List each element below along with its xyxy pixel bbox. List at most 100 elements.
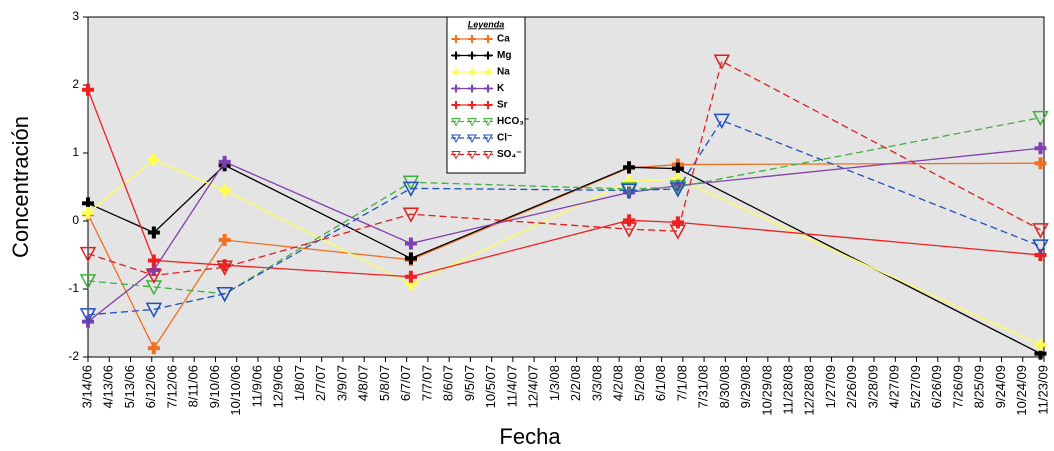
marker bbox=[147, 226, 160, 239]
legend-marker bbox=[468, 68, 476, 76]
legend-marker bbox=[483, 151, 493, 160]
marker bbox=[404, 270, 417, 283]
x-tick-label: 7/1/08 bbox=[674, 365, 689, 401]
x-tick-label: 7/7/07 bbox=[419, 365, 434, 401]
marker bbox=[402, 181, 420, 197]
marker bbox=[1032, 223, 1049, 239]
legend-label: HCO₃⁻ bbox=[497, 116, 529, 127]
marker bbox=[218, 184, 231, 197]
marker bbox=[216, 287, 233, 303]
legend-marker bbox=[467, 118, 477, 127]
marker bbox=[1034, 249, 1047, 261]
marker bbox=[218, 234, 231, 247]
marker bbox=[671, 216, 684, 229]
legend-label: Mg bbox=[497, 50, 511, 61]
y-tick-label: -1 bbox=[68, 281, 79, 295]
marker bbox=[79, 246, 97, 263]
marker bbox=[147, 342, 160, 355]
x-tick-label: 12/9/06 bbox=[271, 365, 286, 408]
legend-marker bbox=[484, 51, 492, 60]
legend-box bbox=[446, 16, 526, 174]
legend-marker bbox=[452, 68, 460, 76]
x-tick-label: 9/10/06 bbox=[207, 365, 222, 408]
x-tick-label: 10/29/08 bbox=[759, 365, 774, 416]
x-tick-label: 9/5/07 bbox=[462, 365, 477, 401]
x-tick-label: 3/3/08 bbox=[589, 365, 604, 401]
x-tick-label: 4/2/08 bbox=[611, 365, 626, 401]
x-tick-label: 6/12/06 bbox=[143, 365, 158, 408]
legend-marker bbox=[484, 84, 492, 93]
marker bbox=[147, 153, 160, 166]
x-tick-label: 10/10/06 bbox=[228, 365, 243, 416]
x-tick-label: 7/12/06 bbox=[164, 365, 179, 408]
legend-marker bbox=[483, 118, 493, 127]
x-tick-label: 3/28/09 bbox=[865, 365, 880, 408]
marker bbox=[1034, 157, 1047, 170]
marker bbox=[1034, 338, 1047, 351]
marker bbox=[82, 83, 94, 96]
x-tick-label: 11/28/08 bbox=[781, 365, 796, 415]
x-tick-label: 8/11/06 bbox=[186, 365, 201, 407]
marker bbox=[145, 302, 163, 318]
marker bbox=[1032, 110, 1049, 127]
x-tick-label: 4/8/07 bbox=[356, 365, 371, 401]
marker bbox=[620, 222, 638, 238]
y-tick-label: 3 bbox=[72, 9, 79, 23]
x-tick-label: 8/25/09 bbox=[972, 365, 987, 408]
marker bbox=[623, 161, 636, 174]
legend-marker bbox=[468, 35, 476, 43]
x-tick-label: 2/2/08 bbox=[568, 365, 583, 401]
x-tick-label: 8/30/08 bbox=[717, 365, 732, 408]
y-tick-label: -2 bbox=[68, 349, 79, 363]
legend-marker bbox=[452, 35, 460, 43]
x-tick-label: 10/24/09 bbox=[1014, 365, 1029, 416]
x-tick-label: 2/7/07 bbox=[313, 365, 328, 401]
marker bbox=[669, 182, 687, 198]
marker bbox=[623, 214, 636, 227]
x-axis-title: Fecha bbox=[499, 424, 561, 449]
x-tick-label: 3/9/07 bbox=[334, 365, 349, 401]
x-tick-label: 1/3/08 bbox=[547, 365, 562, 401]
marker bbox=[402, 207, 420, 223]
x-tick-label: 6/1/08 bbox=[653, 365, 668, 401]
legend-label: Ca bbox=[497, 34, 510, 45]
legend-marker bbox=[467, 151, 477, 160]
x-tick-label: 9/24/09 bbox=[993, 365, 1008, 408]
x-tick-label: 7/31/08 bbox=[696, 365, 711, 408]
legend-marker bbox=[452, 51, 460, 60]
marker bbox=[713, 54, 731, 70]
legend-marker bbox=[467, 134, 477, 144]
legend-marker bbox=[452, 84, 460, 93]
legend-marker bbox=[451, 151, 461, 160]
marker bbox=[713, 113, 731, 129]
marker bbox=[145, 268, 163, 284]
legend-marker bbox=[483, 134, 493, 144]
x-tick-label: 12/4/07 bbox=[526, 365, 541, 408]
marker bbox=[620, 183, 638, 199]
x-tick-label: 11/23/09 bbox=[1035, 365, 1050, 415]
marker bbox=[404, 252, 417, 265]
x-tick-label: 5/27/09 bbox=[908, 365, 923, 408]
legend-title: Leyenda bbox=[468, 19, 505, 29]
x-tick-label: 11/9/06 bbox=[249, 365, 264, 407]
legend-marker bbox=[451, 118, 461, 127]
marker bbox=[1034, 142, 1047, 155]
legend-marker bbox=[484, 35, 492, 43]
y-tick-label: 2 bbox=[72, 77, 79, 91]
x-tick-label: 1/27/09 bbox=[823, 365, 838, 408]
marker bbox=[79, 274, 97, 290]
y-tick-label: 0 bbox=[72, 213, 79, 227]
legend-label: Na bbox=[497, 67, 510, 78]
x-tick-label: 4/13/06 bbox=[101, 365, 116, 408]
marker bbox=[147, 254, 160, 267]
legend-label: Cl⁻ bbox=[497, 133, 512, 144]
marker bbox=[82, 206, 94, 219]
y-axis-title: Concentración bbox=[8, 116, 33, 258]
series-line bbox=[87, 60, 1041, 277]
x-tick-label: 4/27/09 bbox=[887, 365, 902, 408]
x-tick-label: 1/8/07 bbox=[292, 365, 307, 401]
legend-marker bbox=[468, 101, 476, 109]
x-tick-label: 10/5/07 bbox=[483, 365, 498, 408]
x-tick-label: 9/29/08 bbox=[738, 365, 753, 408]
